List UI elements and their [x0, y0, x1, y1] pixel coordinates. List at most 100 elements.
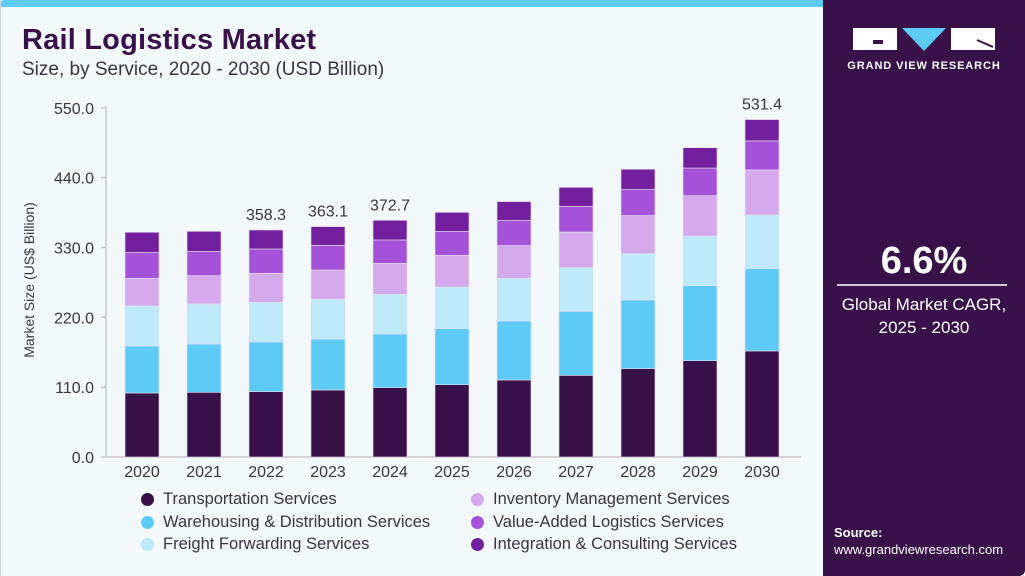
bar-segment-2022-5 [248, 229, 284, 250]
legend-item: Integration & Consulting Services [471, 535, 737, 554]
bar-segment-2027-4 [558, 206, 594, 233]
data-label: 363.1 [308, 204, 348, 221]
x-tick-label: 2022 [248, 464, 284, 481]
bar-segment-2025-2 [434, 286, 470, 329]
bar-segment-2026-4 [496, 219, 532, 246]
bar-segment-2027-2 [558, 267, 594, 312]
legend-label: Freight Forwarding Services [163, 535, 370, 553]
bar-segment-2028-5 [620, 168, 656, 190]
legend-label: Warehousing & Distribution Services [163, 512, 431, 531]
bar-segment-2021-1 [186, 343, 222, 393]
bar-segment-2028-2 [620, 253, 656, 301]
legend-item: Freight Forwarding Services [141, 535, 369, 554]
bar-segment-2020-3 [124, 278, 160, 307]
bar-segment-2024-3 [372, 263, 408, 295]
bar-segment-2027-0 [558, 375, 594, 458]
bar-segment-2023-4 [310, 244, 346, 271]
brand-name: GRAND VIEW RESEARCH [847, 60, 1001, 72]
x-tick-label: 2020 [124, 464, 160, 481]
x-tick-label: 2030 [744, 464, 780, 481]
bar-segment-2027-1 [558, 311, 594, 376]
legend-swatch [471, 515, 484, 529]
bar-segment-2024-4 [372, 239, 408, 264]
source-url[interactable]: www.grandviewresearch.com [834, 542, 1004, 557]
bar-segment-2020-0 [124, 392, 160, 458]
legend-label: Transportation Services [163, 490, 337, 508]
bar-segment-2024-1 [372, 333, 408, 388]
bar-segment-2028-3 [620, 215, 656, 254]
bar-segment-2030-3 [744, 169, 780, 216]
bar-segment-2021-5 [186, 231, 222, 252]
x-tick-label: 2021 [186, 464, 222, 481]
legend-item: Warehousing & Distribution Services [141, 513, 430, 532]
chart-title: Rail Logistics Market [22, 24, 317, 56]
bar-segment-2030-1 [744, 268, 780, 352]
cagr-label-line2: 2025 - 2030 [878, 318, 970, 337]
cagr-label-line1: Global Market CAGR, [841, 295, 1007, 314]
bar-segment-2020-1 [124, 345, 160, 394]
bar-segment-2021-0 [186, 391, 222, 458]
y-tick-label: 440.0 [54, 171, 94, 188]
bar-segment-2026-2 [496, 278, 532, 322]
x-tick-label: 2025 [434, 464, 470, 481]
y-tick-label: 550.0 [54, 101, 94, 118]
legend-label: Value-Added Logistics Services [493, 512, 724, 531]
legend-label: Inventory Management Services [493, 490, 730, 508]
bar-segment-2020-4 [124, 251, 160, 279]
bar-segment-2020-2 [124, 305, 160, 347]
legend-item: Value-Added Logistics Services [471, 513, 724, 532]
bar-segment-2023-3 [310, 269, 346, 300]
bar-segment-2027-3 [558, 231, 594, 268]
bar-segment-2021-2 [186, 303, 222, 345]
x-tick-label: 2024 [372, 464, 408, 481]
bar-segment-2026-5 [496, 201, 532, 221]
cagr-value: 6.6% [880, 240, 968, 282]
y-axis-label: Market Size (US$ Billion) [21, 202, 37, 358]
chart-subtitle: Size, by Service, 2020 - 2030 (USD Billi… [22, 59, 385, 80]
bar-segment-2029-0 [682, 360, 718, 458]
bar-segment-2023-1 [310, 338, 346, 391]
bar-segment-2026-1 [496, 320, 532, 381]
data-label: 531.4 [742, 97, 782, 114]
accent-bar [1, 0, 824, 7]
bar-segment-2030-4 [744, 140, 780, 171]
bar-segment-2020-5 [124, 231, 160, 253]
bar-segment-2029-2 [682, 235, 718, 286]
legend-label: Integration & Consulting Services [493, 535, 737, 553]
legend-swatch [471, 493, 484, 506]
bar-segment-2030-2 [744, 214, 780, 269]
legend-swatch [141, 515, 154, 529]
source-label: Source: [834, 525, 883, 540]
bar-segment-2021-3 [186, 275, 222, 305]
bar-segment-2030-5 [744, 119, 780, 142]
data-label: 358.3 [246, 207, 286, 224]
bar-segment-2025-4 [434, 231, 470, 256]
info-sidebar: GRAND VIEW RESEARCH 6.6% Global Market C… [823, 0, 1025, 576]
bar-segment-2029-5 [682, 147, 718, 169]
bar-segment-2023-5 [310, 226, 346, 246]
y-tick-label: 0.0 [72, 450, 94, 467]
bar-segment-2023-0 [310, 389, 346, 458]
grand-view-research-logo [853, 28, 995, 51]
y-tick-label: 330.0 [54, 240, 94, 257]
bar-segment-2022-0 [248, 391, 284, 458]
chart-panel: Rail Logistics Market Size, by Service, … [0, 0, 824, 576]
bar-segment-2029-1 [682, 285, 718, 361]
bar-segment-2025-5 [434, 212, 470, 232]
bar-segment-2021-4 [186, 251, 222, 276]
bar-segment-2022-4 [248, 248, 284, 274]
bar-segment-2022-3 [248, 272, 284, 303]
x-tick-label: 2023 [310, 464, 346, 481]
bar-segment-2022-2 [248, 302, 284, 343]
legend-swatch [141, 538, 154, 551]
stacked-bar-chart: 0.0 110.0 220.0 330.0 440.0 550.0 Market Size … [21, 97, 801, 481]
bar-segment-2023-2 [310, 298, 346, 340]
bar-segment-2029-4 [682, 167, 718, 196]
bar-segment-2024-5 [372, 219, 408, 241]
bar-segment-2028-0 [620, 368, 656, 458]
bar-segment-2029-3 [682, 195, 718, 237]
bar-segment-2025-0 [434, 384, 470, 458]
bar-segment-2025-3 [434, 255, 470, 288]
y-tick-label: 220.0 [54, 310, 94, 327]
x-tick-label: 2026 [496, 464, 532, 481]
